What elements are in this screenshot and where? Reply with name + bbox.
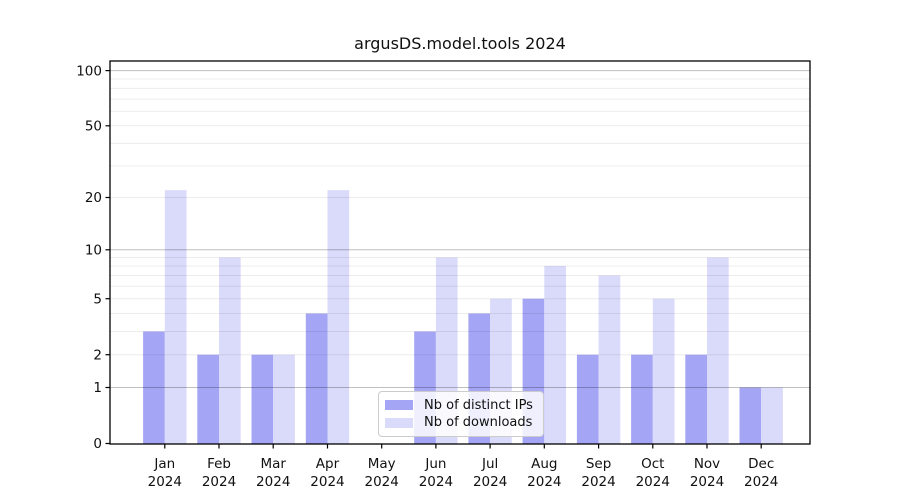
x-tick-label-year: 2024	[365, 474, 399, 490]
bar-downloads-dec	[761, 387, 783, 444]
x-tick-label-year: 2024	[148, 474, 182, 490]
x-tick-label-year: 2024	[256, 474, 290, 490]
x-tick-label-year: 2024	[202, 474, 236, 490]
bar-downloads-oct	[652, 298, 675, 444]
y-tick-label: 2	[93, 347, 102, 363]
x-tick-label-year: 2024	[419, 474, 453, 490]
x-tick-label-month: Nov	[694, 456, 720, 472]
x-tick-label-year: 2024	[310, 474, 344, 490]
chart-legend: Nb of distinct IPs Nb of downloads	[378, 391, 544, 437]
y-tick-label: 1	[93, 380, 102, 396]
bar-ips-mar	[251, 354, 274, 444]
x-tick-label-year: 2024	[581, 474, 615, 490]
bar-ips-sep	[576, 354, 599, 444]
bar-downloads-feb	[219, 257, 241, 444]
x-tick-label-month: Aug	[531, 456, 557, 472]
bar-downloads-aug	[544, 266, 566, 444]
bar-downloads-jan	[164, 190, 187, 444]
y-tick-label: 10	[85, 242, 102, 258]
x-tick-label-month: Jun	[424, 456, 446, 472]
legend-item-distinct-ips: Nb of distinct IPs	[385, 398, 537, 413]
bar-ips-jan	[143, 331, 165, 444]
bar-downloads-apr	[327, 190, 350, 444]
bar-ips-nov	[685, 354, 707, 444]
x-tick-label-month: Apr	[316, 456, 340, 472]
bar-ips-oct	[631, 354, 653, 444]
y-tick-label: 100	[76, 63, 102, 79]
y-tick-label: 50	[85, 119, 102, 135]
y-tick-label: 20	[85, 190, 102, 206]
x-tick-label-month: Jan	[153, 456, 175, 472]
bar-ips-dec	[739, 387, 762, 444]
x-tick-label-month: Oct	[641, 456, 664, 472]
legend-swatch-distinct-ips	[385, 400, 413, 411]
x-tick-label-year: 2024	[527, 474, 561, 490]
y-tick-label: 5	[93, 291, 102, 307]
legend-label-downloads: Nb of downloads	[424, 415, 533, 431]
bar-ips-apr	[305, 313, 328, 444]
legend-swatch-downloads	[385, 417, 413, 428]
bar-downloads-mar	[273, 354, 295, 444]
x-tick-label-month: Dec	[748, 456, 774, 472]
bar-downloads-sep	[598, 275, 621, 444]
chart-title: argusDS.model.tools 2024	[354, 34, 566, 53]
x-tick-label-month: Mar	[260, 456, 286, 472]
bar-downloads-nov	[707, 257, 729, 444]
x-tick-label-month: May	[368, 456, 396, 472]
bar-ips-feb	[197, 354, 219, 444]
x-tick-label-month: Sep	[586, 456, 611, 472]
legend-label-distinct-ips: Nb of distinct IPs	[424, 397, 533, 413]
x-tick-label-year: 2024	[744, 474, 778, 490]
x-tick-label-month: Feb	[207, 456, 231, 472]
x-tick-label-month: Jul	[481, 456, 498, 472]
legend-item-downloads: Nb of downloads	[385, 415, 537, 430]
x-tick-label-year: 2024	[690, 474, 724, 490]
y-tick-label: 0	[93, 436, 102, 452]
plot-frame	[109, 60, 811, 445]
x-tick-label-year: 2024	[636, 474, 670, 490]
x-tick-label-year: 2024	[473, 474, 507, 490]
